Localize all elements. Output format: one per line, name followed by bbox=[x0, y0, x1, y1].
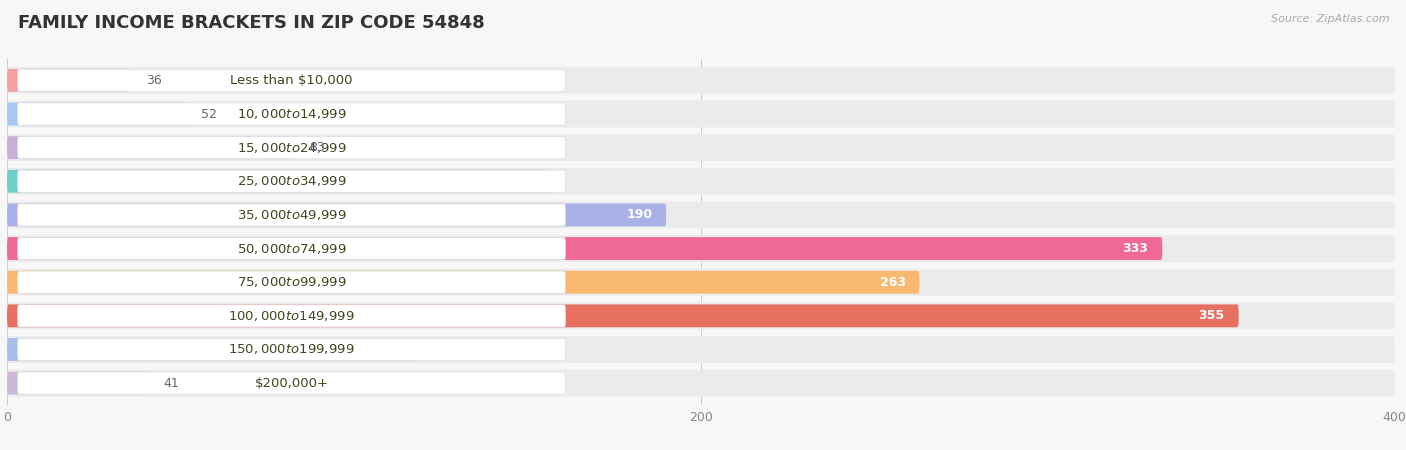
Text: $35,000 to $49,999: $35,000 to $49,999 bbox=[236, 208, 346, 222]
FancyBboxPatch shape bbox=[17, 305, 565, 327]
Text: $50,000 to $74,999: $50,000 to $74,999 bbox=[236, 242, 346, 256]
Text: 263: 263 bbox=[880, 276, 905, 289]
FancyBboxPatch shape bbox=[17, 204, 565, 226]
Text: $200,000+: $200,000+ bbox=[254, 377, 329, 390]
Text: 355: 355 bbox=[1199, 309, 1225, 322]
FancyBboxPatch shape bbox=[17, 238, 565, 260]
FancyBboxPatch shape bbox=[17, 338, 565, 360]
FancyBboxPatch shape bbox=[7, 372, 149, 395]
FancyBboxPatch shape bbox=[17, 69, 565, 91]
FancyBboxPatch shape bbox=[7, 136, 295, 159]
FancyBboxPatch shape bbox=[7, 168, 1395, 195]
Text: $100,000 to $149,999: $100,000 to $149,999 bbox=[228, 309, 354, 323]
FancyBboxPatch shape bbox=[7, 338, 413, 361]
FancyBboxPatch shape bbox=[7, 302, 1395, 329]
Text: 333: 333 bbox=[1122, 242, 1149, 255]
Text: FAMILY INCOME BRACKETS IN ZIP CODE 54848: FAMILY INCOME BRACKETS IN ZIP CODE 54848 bbox=[18, 14, 485, 32]
Text: Less than $10,000: Less than $10,000 bbox=[231, 74, 353, 87]
FancyBboxPatch shape bbox=[17, 271, 565, 293]
FancyBboxPatch shape bbox=[7, 67, 1395, 94]
Text: 83: 83 bbox=[309, 141, 325, 154]
FancyBboxPatch shape bbox=[17, 136, 565, 159]
FancyBboxPatch shape bbox=[7, 100, 1395, 127]
FancyBboxPatch shape bbox=[7, 69, 132, 92]
FancyBboxPatch shape bbox=[17, 170, 565, 193]
Text: 156: 156 bbox=[508, 175, 534, 188]
FancyBboxPatch shape bbox=[7, 134, 1395, 161]
FancyBboxPatch shape bbox=[7, 103, 187, 126]
FancyBboxPatch shape bbox=[7, 336, 1395, 363]
Text: $25,000 to $34,999: $25,000 to $34,999 bbox=[236, 174, 346, 188]
Text: 52: 52 bbox=[201, 108, 217, 121]
Text: $15,000 to $24,999: $15,000 to $24,999 bbox=[236, 141, 346, 155]
FancyBboxPatch shape bbox=[17, 372, 565, 394]
FancyBboxPatch shape bbox=[7, 304, 1239, 327]
Text: Source: ZipAtlas.com: Source: ZipAtlas.com bbox=[1271, 14, 1389, 23]
FancyBboxPatch shape bbox=[7, 237, 1163, 260]
FancyBboxPatch shape bbox=[7, 269, 1395, 296]
FancyBboxPatch shape bbox=[7, 370, 1395, 396]
Text: $10,000 to $14,999: $10,000 to $14,999 bbox=[236, 107, 346, 121]
FancyBboxPatch shape bbox=[7, 202, 1395, 229]
FancyBboxPatch shape bbox=[7, 271, 920, 294]
Text: $150,000 to $199,999: $150,000 to $199,999 bbox=[228, 342, 354, 356]
Text: 190: 190 bbox=[626, 208, 652, 221]
Text: 36: 36 bbox=[146, 74, 162, 87]
FancyBboxPatch shape bbox=[7, 170, 548, 193]
FancyBboxPatch shape bbox=[7, 235, 1395, 262]
FancyBboxPatch shape bbox=[7, 203, 666, 226]
Text: 41: 41 bbox=[163, 377, 179, 390]
FancyBboxPatch shape bbox=[17, 103, 565, 125]
Text: 117: 117 bbox=[373, 343, 399, 356]
Text: $75,000 to $99,999: $75,000 to $99,999 bbox=[236, 275, 346, 289]
